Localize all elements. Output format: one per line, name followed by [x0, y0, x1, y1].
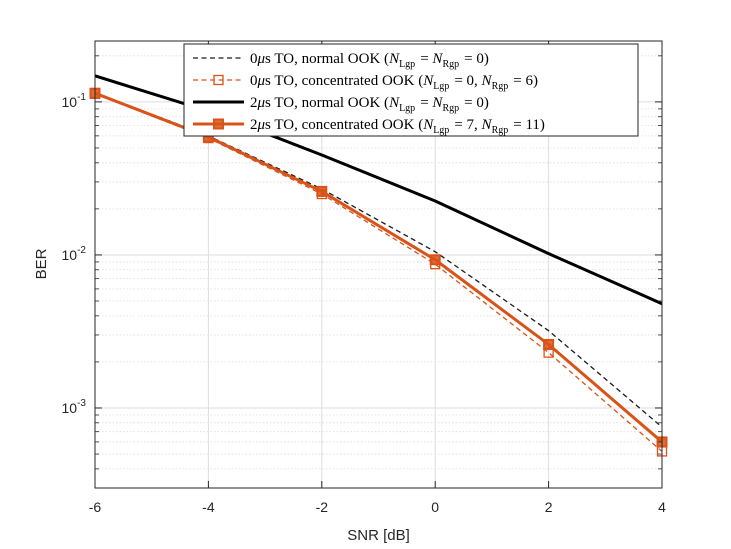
- legend-entry-2: 0μs TO, concentrated OOK (NLgp = 0, NRgp…: [193, 73, 538, 92]
- x-tick-label: 0: [431, 499, 439, 515]
- x-tick-label: 4: [658, 499, 666, 515]
- legend-entry-4: 2μs TO, concentrated OOK (NLgp = 7, NRgp…: [193, 117, 545, 136]
- data-point: [543, 338, 555, 350]
- series-line: [94, 92, 663, 428]
- legend: 0μs TO, normal OOK (NLgp = NRgp = 0) 0μs …: [183, 43, 639, 137]
- series-1: [94, 92, 663, 428]
- series-line: [94, 93, 663, 452]
- x-tick-labels: -6 -4 -2 0 2 4: [89, 499, 666, 515]
- legend-label: 0μs TO, normal OOK (NLgp = NRgp = 0): [250, 51, 489, 70]
- legend-entry-1: 0μs TO, normal OOK (NLgp = NRgp = 0): [193, 51, 489, 70]
- legend-label: 2μs TO, concentrated OOK (NLgp = 7, NRgp…: [250, 117, 545, 136]
- legend-marker: [213, 74, 224, 86]
- legend-label: 0μs TO, concentrated OOK (NLgp = 0, NRgp…: [250, 73, 538, 92]
- y-axis-label: BER: [33, 248, 50, 279]
- y-tick-label: 10-2: [62, 245, 87, 263]
- legend-label: 2μs TO, normal OOK (NLgp = NRgp = 0): [250, 95, 489, 114]
- y-tick-label: 10-1: [62, 92, 87, 110]
- x-tick-label: 2: [545, 499, 553, 515]
- x-tick-label: -6: [89, 499, 102, 515]
- legend-entry-3: 2μs TO, normal OOK (NLgp = NRgp = 0): [193, 95, 489, 114]
- legend-marker: [213, 118, 224, 130]
- legend-box: [183, 43, 639, 137]
- y-tick-labels: 10-1 10-2 10-3: [62, 92, 87, 416]
- x-tick-label: -4: [202, 499, 215, 515]
- data-point: [429, 254, 441, 266]
- data-point: [316, 185, 328, 197]
- x-tick-label: -2: [316, 499, 329, 515]
- y-tick-label: 10-3: [62, 398, 87, 416]
- axes-box: [94, 40, 663, 489]
- x-axis-label: SNR [dB]: [347, 527, 410, 544]
